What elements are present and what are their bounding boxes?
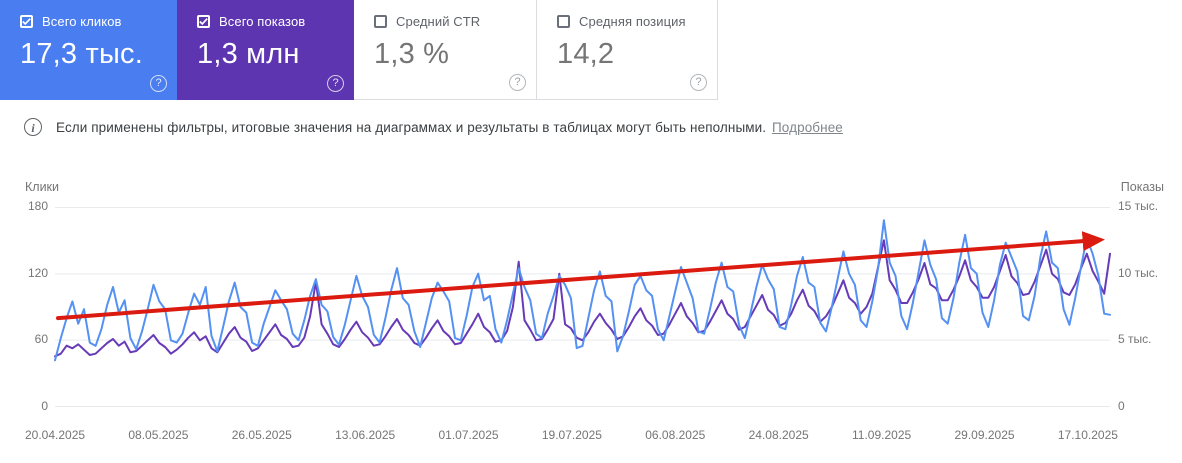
card-head: Всего показов xyxy=(197,14,338,29)
info-banner-message: Если применены фильтры, итоговые значени… xyxy=(56,119,767,135)
right-axis-tick: 15 тыс. xyxy=(1118,199,1159,213)
right-axis-title: Показы xyxy=(1120,180,1164,194)
card-label: Всего показов xyxy=(219,14,306,29)
card-label: Средняя позиция xyxy=(579,14,686,29)
left-axis-tick: 60 xyxy=(34,332,48,347)
learn-more-link[interactable]: Подробнее xyxy=(772,119,843,135)
checkbox-unchecked-icon[interactable] xyxy=(374,15,387,28)
right-axis-tick: 0 xyxy=(1118,399,1125,413)
clicks-line xyxy=(54,219,1111,362)
help-icon[interactable]: ? xyxy=(327,75,344,92)
metric-card-average-ctr[interactable]: Средний CTR 1,3 % ? xyxy=(354,0,537,100)
filters-info-banner: i Если применены фильтры, итоговые значе… xyxy=(24,110,1166,144)
info-icon: i xyxy=(24,118,42,136)
card-head: Средний CTR xyxy=(374,14,520,29)
info-banner-text: Если применены фильтры, итоговые значени… xyxy=(56,120,843,135)
x-axis-tick: 13.06.2025 xyxy=(335,428,396,442)
right-axis-tick: 10 тыс. xyxy=(1118,265,1159,280)
card-value: 1,3 млн xyxy=(197,38,300,70)
card-head: Всего кликов xyxy=(20,14,161,29)
performance-chart: Клики Показы 180 120 60 0 15 тыс. 10 тыс. 5 ты… xyxy=(0,178,1182,463)
checkbox-checked-icon[interactable] xyxy=(20,15,33,28)
trend-arrow xyxy=(56,231,1105,321)
checkbox-checked-icon[interactable] xyxy=(197,15,210,28)
help-icon[interactable]: ? xyxy=(509,74,526,91)
card-label: Всего кликов xyxy=(42,14,122,29)
left-axis-tick: 120 xyxy=(27,265,48,280)
x-axis-labels: 20.04.2025 08.05.2025 26.05.2025 13.06.2025… xyxy=(25,428,1118,442)
card-value: 14,2 xyxy=(557,38,615,70)
x-axis-tick: 17.10.2025 xyxy=(1057,428,1118,442)
metric-card-total-impressions[interactable]: Всего показов 1,3 млн ? xyxy=(177,0,354,100)
x-axis-tick: 01.07.2025 xyxy=(438,428,499,442)
left-axis-tick: 180 xyxy=(27,199,48,213)
x-axis-tick: 06.08.2025 xyxy=(645,428,706,442)
metric-card-average-position[interactable]: Средняя позиция 14,2 ? xyxy=(537,0,718,100)
help-icon[interactable]: ? xyxy=(690,74,707,91)
left-axis-title: Клики xyxy=(25,180,60,194)
chart-svg xyxy=(54,207,1111,407)
x-axis-tick: 26.05.2025 xyxy=(231,428,292,442)
x-axis-tick: 20.04.2025 xyxy=(25,428,86,442)
x-axis-tick: 11.09.2025 xyxy=(852,428,912,442)
x-axis-tick: 19.07.2025 xyxy=(541,428,602,442)
checkbox-unchecked-icon[interactable] xyxy=(557,15,570,28)
chart-plot-area[interactable] xyxy=(54,207,1111,407)
left-axis-tick: 0 xyxy=(41,399,48,413)
card-head: Средняя позиция xyxy=(557,14,701,29)
metric-card-total-clicks[interactable]: Всего кликов 17,3 тыс. ? xyxy=(0,0,177,100)
card-label: Средний CTR xyxy=(396,14,481,29)
x-axis-tick: 24.08.2025 xyxy=(748,428,809,442)
card-value: 17,3 тыс. xyxy=(20,38,143,70)
x-axis-tick: 08.05.2025 xyxy=(128,428,189,442)
impressions-line xyxy=(54,239,1111,358)
x-axis-tick: 29.09.2025 xyxy=(954,428,1015,442)
right-axis-tick: 5 тыс. xyxy=(1118,332,1152,347)
metric-cards-row: Всего кликов 17,3 тыс. ? Всего показов 1… xyxy=(0,0,718,100)
card-value: 1,3 % xyxy=(374,38,450,70)
help-icon[interactable]: ? xyxy=(150,75,167,92)
